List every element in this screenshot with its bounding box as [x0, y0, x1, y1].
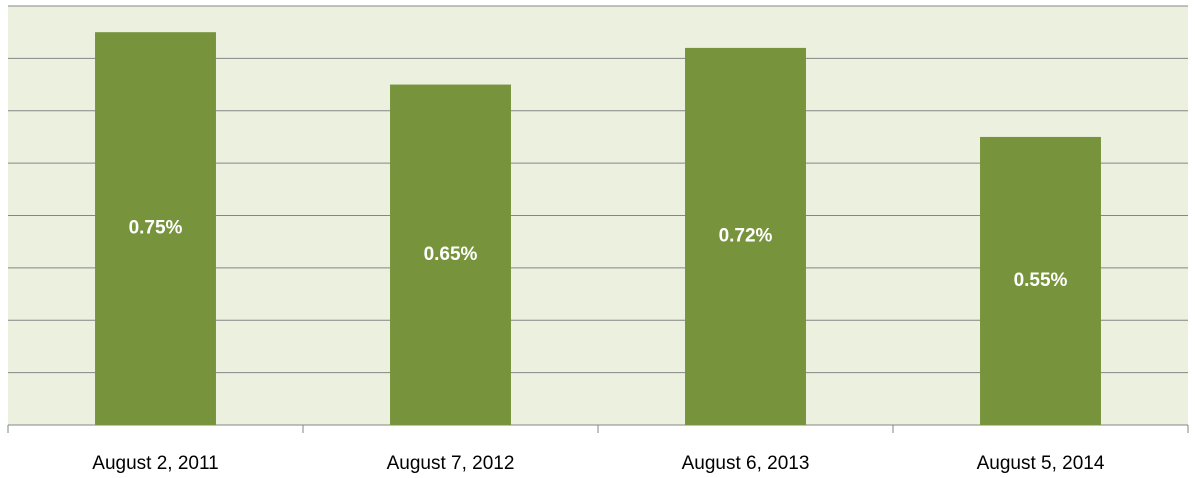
x-tick-label: August 2, 2011	[92, 453, 218, 474]
bar	[980, 136, 1101, 425]
bar	[685, 47, 806, 426]
x-tick-label: August 5, 2014	[977, 453, 1105, 474]
data-label: 0.72%	[719, 225, 773, 246]
bar	[95, 32, 216, 425]
data-label: 0.55%	[1014, 270, 1068, 291]
x-tick-label: August 6, 2013	[682, 453, 810, 474]
data-label: 0.75%	[129, 218, 183, 239]
bar	[390, 84, 511, 425]
x-tick-label: August 7, 2012	[387, 453, 515, 474]
data-label: 0.65%	[424, 244, 478, 265]
